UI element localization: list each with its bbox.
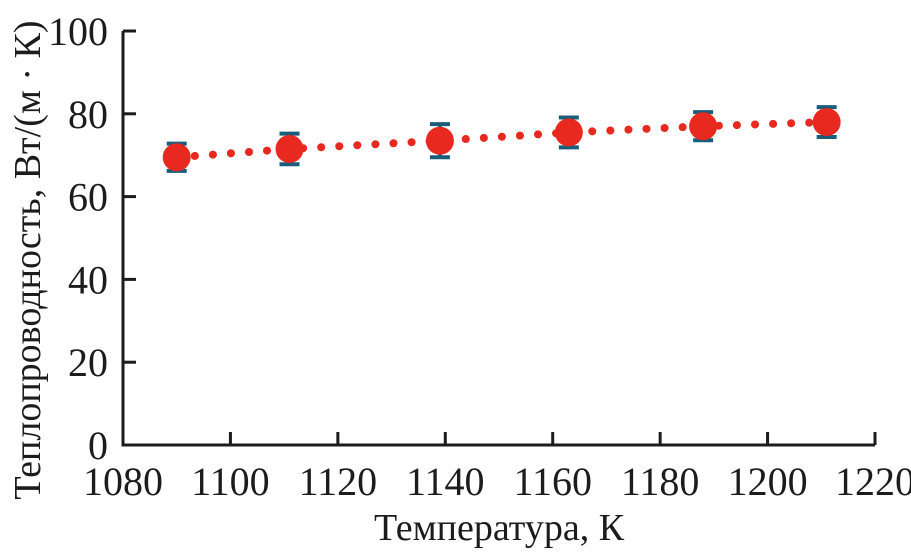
data-point-marker (425, 126, 454, 155)
axes-spines (121, 31, 875, 447)
data-point-marker (275, 134, 304, 163)
x-tick-label: 1140 (406, 459, 485, 504)
y-tick-label: 100 (48, 9, 108, 54)
y-tick-label: 40 (68, 257, 108, 302)
x-axis-label: Температура, К (373, 507, 625, 549)
data-point-marker (162, 143, 191, 172)
data-series-dotted-line (172, 118, 831, 162)
y-tick-label: 60 (68, 175, 108, 220)
data-point-marker (812, 108, 841, 137)
x-tick-label: 1180 (621, 459, 700, 504)
x-tick-label: 1080 (83, 459, 163, 504)
y-tick-label: 20 (68, 340, 108, 385)
x-tick-label: 1100 (191, 459, 270, 504)
y-tick-label: 0 (88, 423, 108, 468)
x-tick-label: 1120 (299, 459, 378, 504)
data-point-marker (689, 112, 718, 141)
x-tick-label: 1200 (728, 459, 808, 504)
x-tick-label: 1220 (835, 459, 911, 504)
y-tick-label: 80 (68, 92, 108, 137)
y-axis-label: Теплопроводность, Вт/(м · К) (7, 20, 49, 500)
x-tick-label: 1160 (513, 459, 592, 504)
data-point-marker (554, 118, 583, 147)
